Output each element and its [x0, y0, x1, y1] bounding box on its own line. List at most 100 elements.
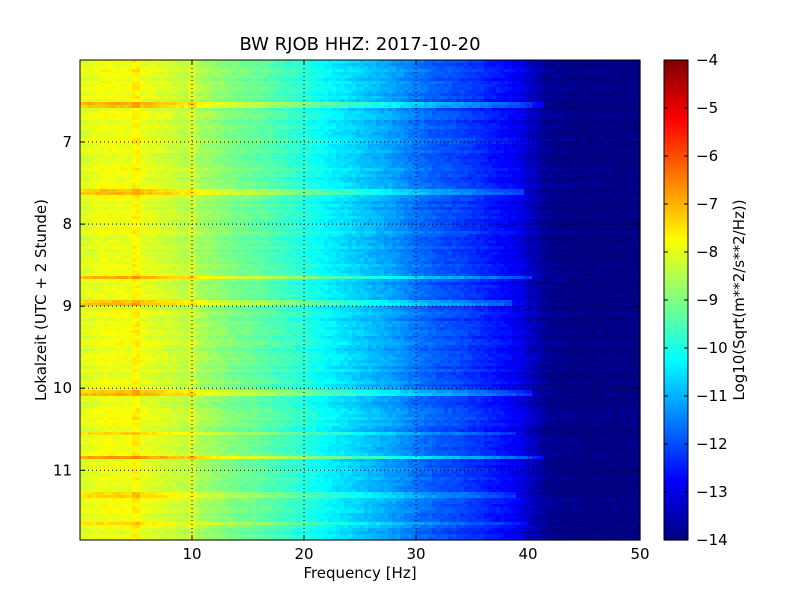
spectrogram-cell: [612, 81, 617, 85]
spectrogram-cell: [340, 69, 345, 73]
spectrogram-cell: [348, 60, 353, 64]
spectrogram-cell: [188, 99, 193, 103]
spectrogram-cell: [200, 78, 205, 82]
spectrogram-cell: [520, 72, 525, 76]
spectrogram-cell: [140, 78, 145, 82]
spectrogram-cell: [460, 87, 465, 91]
spectrogram-cell: [452, 72, 457, 76]
spectrogram-cell: [576, 66, 581, 70]
spectrogram-cell: [628, 78, 633, 82]
spectrogram-cell: [488, 72, 493, 76]
spectrogram-cell: [608, 96, 613, 100]
spectrogram-cell: [272, 90, 277, 94]
spectrogram-cell: [168, 90, 173, 94]
spectrogram-cell: [328, 75, 333, 79]
spectrogram-cell: [256, 93, 261, 97]
spectrogram-cell: [292, 60, 297, 64]
spectrogram-cell: [292, 96, 297, 100]
spectrogram-cell: [520, 93, 525, 97]
spectrogram-cell: [620, 60, 625, 64]
spectrogram-cell: [484, 84, 489, 88]
spectrogram-cell: [304, 87, 309, 91]
spectrogram-cell: [172, 90, 177, 94]
spectrogram-cell: [568, 96, 573, 100]
spectrogram-cell: [320, 78, 325, 82]
spectrogram-cell: [584, 93, 589, 97]
spectrogram-cell: [400, 87, 405, 91]
spectrogram-cell: [108, 99, 113, 103]
spectrogram-cell: [540, 69, 545, 73]
spectrogram-cell: [420, 96, 425, 100]
spectrogram-cell: [488, 63, 493, 67]
spectrogram-cell: [448, 69, 453, 73]
spectrogram-cell: [544, 93, 549, 97]
spectrogram-cell: [580, 60, 585, 64]
spectrogram-cell: [480, 87, 485, 91]
spectrogram-cell: [264, 72, 269, 76]
spectrogram-cell: [444, 66, 449, 70]
spectrogram-cell: [460, 93, 465, 97]
spectrogram-cell: [208, 63, 213, 67]
spectrogram-cell: [600, 60, 605, 64]
spectrogram-cell: [500, 63, 505, 67]
spectrogram-cell: [588, 72, 593, 76]
spectrogram-cell: [348, 63, 353, 67]
spectrogram-cell: [564, 78, 569, 82]
spectrogram-cell: [548, 66, 553, 70]
spectrogram-cell: [200, 66, 205, 70]
spectrogram-cell: [316, 96, 321, 100]
chart-title: BW RJOB HHZ: 2017-10-20: [239, 34, 480, 55]
spectrogram-cell: [208, 78, 213, 82]
spectrogram-cell: [132, 99, 137, 103]
spectrogram-cell: [176, 60, 181, 64]
spectrogram-cell: [316, 87, 321, 91]
spectrogram-cell: [276, 60, 281, 64]
spectrogram-cell: [312, 81, 317, 85]
spectrogram-cell: [600, 81, 605, 85]
spectrogram-cell: [176, 63, 181, 67]
spectrogram-cell: [584, 90, 589, 94]
spectrogram-cell: [500, 87, 505, 91]
spectrogram-cell: [420, 66, 425, 70]
spectrogram-cell: [308, 90, 313, 94]
spectrogram-cell: [256, 60, 261, 64]
spectrogram-cell: [216, 87, 221, 91]
spectrogram-cell: [588, 63, 593, 67]
spectrogram-cell: [272, 75, 277, 79]
spectrogram-cell: [424, 81, 429, 85]
spectrogram-cell: [400, 78, 405, 82]
spectrogram-cell: [312, 63, 317, 67]
spectrogram-cell: [376, 93, 381, 97]
spectrogram-cell: [336, 84, 341, 88]
spectrogram-cell: [224, 90, 229, 94]
spectrogram-cell: [484, 78, 489, 82]
spectrogram-cell: [580, 78, 585, 82]
spectrogram-cell: [456, 75, 461, 79]
spectrogram-cell: [388, 66, 393, 70]
spectrogram-cell: [128, 96, 133, 100]
spectrogram-cell: [428, 87, 433, 91]
spectrogram-cell: [460, 84, 465, 88]
spectrogram-cell: [492, 69, 497, 73]
spectrogram-cell: [476, 72, 481, 76]
spectrogram-cell: [292, 84, 297, 88]
spectrogram-cell: [608, 72, 613, 76]
spectrogram-cell: [568, 93, 573, 97]
spectrogram-cell: [468, 81, 473, 85]
spectrogram-cell: [516, 84, 521, 88]
spectrogram-cell: [492, 87, 497, 91]
spectrogram-cell: [332, 66, 337, 70]
spectrogram-cell: [276, 99, 281, 103]
spectrogram-cell: [352, 87, 357, 91]
spectrogram-cell: [408, 78, 413, 82]
spectrogram-cell: [564, 81, 569, 85]
spectrogram-cell: [488, 75, 493, 79]
spectrogram-cell: [572, 90, 577, 94]
spectrogram-cell: [120, 60, 125, 64]
spectrogram-cell: [316, 69, 321, 73]
spectrogram-cell: [152, 63, 157, 67]
spectrogram-cell: [252, 84, 257, 88]
spectrogram-cell: [100, 66, 105, 70]
spectrogram-cell: [532, 84, 537, 88]
spectrogram-cell: [452, 63, 457, 67]
